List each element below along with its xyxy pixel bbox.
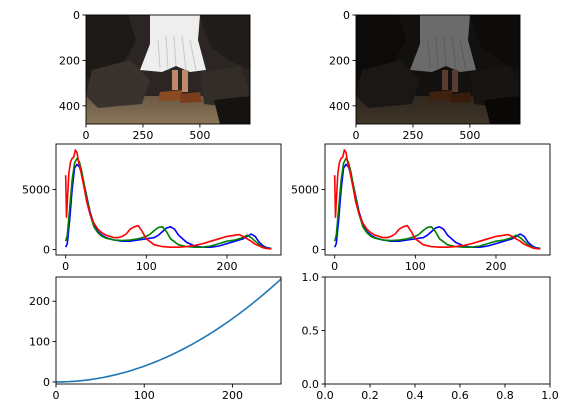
x-tick-label: 0.0	[316, 389, 334, 402]
green-series-line	[333, 157, 541, 250]
x-tick-label: 100	[134, 389, 155, 402]
x-tick-label: 200	[485, 260, 506, 273]
curve-series-line	[56, 278, 281, 383]
x-tick-label: 0.4	[406, 389, 424, 402]
empty-axes-frame	[324, 276, 551, 385]
x-tick-label: 200	[216, 260, 237, 273]
x-tick-label: 0.2	[361, 389, 379, 402]
y-tick-label: 0	[343, 9, 350, 22]
photo-content	[86, 15, 250, 124]
x-tick-label: 0.8	[496, 389, 514, 402]
x-tick-label: 250	[402, 129, 423, 142]
x-tick-label: 100	[405, 260, 426, 273]
x-tick-label: 0	[62, 260, 69, 273]
x-tick-label: 1.0	[541, 389, 559, 402]
y-tick-label: 200	[329, 54, 350, 67]
x-tick-label: 250	[132, 129, 153, 142]
x-tick-label: 500	[189, 129, 210, 142]
image-brightness-overlay	[356, 15, 520, 124]
image-frame	[355, 14, 521, 125]
histogram-original	[64, 149, 272, 250]
x-tick-label: 100	[136, 260, 157, 273]
y-tick-label: 0	[312, 244, 319, 257]
x-tick-label: 0	[53, 389, 60, 402]
green-series-line	[64, 157, 272, 250]
y-tick-label: 0.0	[302, 378, 320, 391]
y-tick-label: 100	[29, 336, 50, 349]
x-tick-label: 0	[83, 129, 90, 142]
darkened-image-panel	[356, 15, 520, 124]
histogram-darkened	[333, 149, 541, 250]
image-frame	[85, 14, 251, 125]
y-tick-label: 400	[59, 100, 80, 113]
x-tick-label: 0	[353, 129, 360, 142]
red-series-line	[64, 149, 272, 250]
y-tick-label: 0	[73, 9, 80, 22]
histogram-frame	[55, 143, 282, 256]
x-tick-label: 500	[459, 129, 480, 142]
x-tick-label: 200	[222, 389, 243, 402]
y-tick-label: 0.5	[302, 325, 320, 338]
y-tick-label: 0	[43, 244, 50, 257]
x-tick-label: 0.6	[451, 389, 469, 402]
curve-plot	[56, 278, 281, 383]
y-tick-label: 5000	[22, 184, 50, 197]
histogram-frame	[324, 143, 551, 256]
original-image-panel	[86, 15, 250, 124]
y-tick-label: 5000	[291, 184, 319, 197]
y-tick-label: 200	[59, 54, 80, 67]
y-tick-label: 1.0	[302, 271, 320, 284]
y-tick-label: 400	[329, 100, 350, 113]
curve-frame	[55, 276, 282, 385]
y-tick-label: 0	[43, 376, 50, 389]
x-tick-label: 0	[331, 260, 338, 273]
red-series-line	[333, 149, 541, 250]
y-tick-label: 200	[29, 295, 50, 308]
